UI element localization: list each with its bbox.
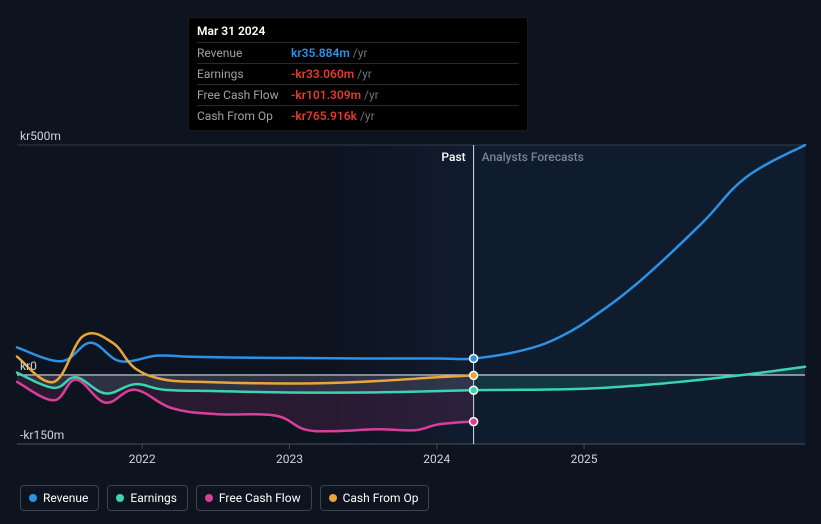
tooltip-date: Mar 31 2024 [197, 24, 519, 38]
legend-item-label: Free Cash Flow [219, 491, 301, 505]
y-axis-tick-label: -kr150m [20, 428, 64, 442]
x-axis-tick-label: 2025 [571, 452, 598, 466]
legend-item-cashop[interactable]: Cash From Op [320, 485, 430, 511]
legend-item-earnings[interactable]: Earnings [107, 485, 188, 511]
past-region-label: Past [441, 150, 465, 164]
tooltip-row-suffix: /yr [364, 88, 379, 102]
legend-item-revenue[interactable]: Revenue [20, 485, 99, 511]
y-axis-tick-label: kr500m [20, 129, 61, 143]
legend-item-fcf[interactable]: Free Cash Flow [196, 485, 312, 511]
x-axis-tick-label: 2024 [423, 452, 450, 466]
tooltip-row-value: -kr33.060m [291, 67, 354, 81]
tooltip-row-suffix: /yr [357, 67, 372, 81]
tooltip-row-suffix: /yr [360, 109, 375, 123]
tooltip-row: Revenuekr35.884m/yr [197, 42, 519, 63]
legend-dot [329, 494, 337, 502]
tooltip-row-value: -kr101.309m [291, 88, 361, 102]
tooltip-row: Cash From Op-kr765.916k/yr [197, 105, 519, 126]
x-axis-tick-label: 2023 [276, 452, 303, 466]
forecast-region-label: Analysts Forecasts [482, 150, 584, 164]
tooltip-row: Free Cash Flow-kr101.309m/yr [197, 84, 519, 105]
x-axis-tick-label: 2022 [129, 452, 156, 466]
legend-item-label: Revenue [43, 491, 88, 505]
tooltip-row: Earnings-kr33.060m/yr [197, 63, 519, 84]
tooltip-row-value: -kr765.916k [291, 109, 357, 123]
tooltip-row-suffix: /yr [353, 46, 368, 60]
legend-dot [116, 494, 124, 502]
tooltip-row-label: Revenue [197, 46, 291, 60]
legend-dot [29, 494, 37, 502]
chart-legend: Revenue Earnings Free Cash Flow Cash From O… [20, 485, 429, 511]
tooltip-row-value: kr35.884m [291, 46, 350, 60]
tooltip-row-label: Free Cash Flow [197, 88, 291, 102]
legend-item-label: Cash From Op [343, 491, 419, 505]
legend-dot [205, 494, 213, 502]
chart-tooltip: Mar 31 2024 Revenuekr35.884m/yrEarnings-… [188, 17, 528, 131]
tooltip-row-label: Cash From Op [197, 109, 291, 123]
y-axis-tick-label: kr0 [20, 359, 37, 373]
financial-chart[interactable]: kr500m kr0 -kr150m 2022 2023 2024 2025 Past A… [0, 0, 821, 524]
legend-item-label: Earnings [130, 491, 177, 505]
tooltip-row-label: Earnings [197, 67, 291, 81]
